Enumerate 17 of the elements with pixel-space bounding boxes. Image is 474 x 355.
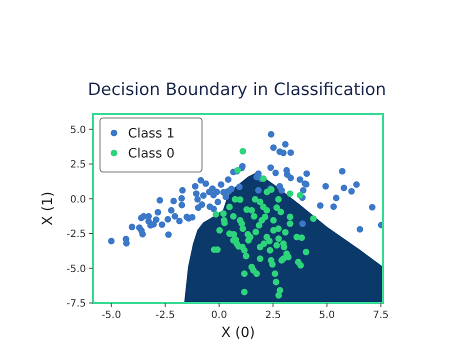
x-axis-title: X (0) [221, 325, 255, 341]
y-tick-label: -2.5 [66, 229, 86, 240]
y-tick-label: 2.5 [70, 160, 86, 171]
legend-label: Class 0 [128, 146, 175, 162]
chart-title: Decision Boundary in Classification [88, 80, 386, 100]
legend-label: Class 1 [128, 126, 175, 142]
x-tick-label: 0.0 [211, 310, 228, 321]
y-tick-label: -5.0 [66, 264, 86, 275]
x-tick-label: 5.0 [318, 310, 335, 321]
x-tick-label: -2.5 [155, 310, 175, 321]
x-tick-label: -5.0 [102, 310, 122, 321]
y-tick-label: 5.0 [70, 124, 86, 136]
y-tick-label: 0.0 [70, 194, 86, 206]
y-tick-label: -7.5 [66, 298, 86, 310]
y-axis-title: X (1) [40, 192, 56, 226]
x-tick-label: 2.5 [265, 310, 281, 321]
x-tick-label: 7.5 [372, 310, 389, 321]
